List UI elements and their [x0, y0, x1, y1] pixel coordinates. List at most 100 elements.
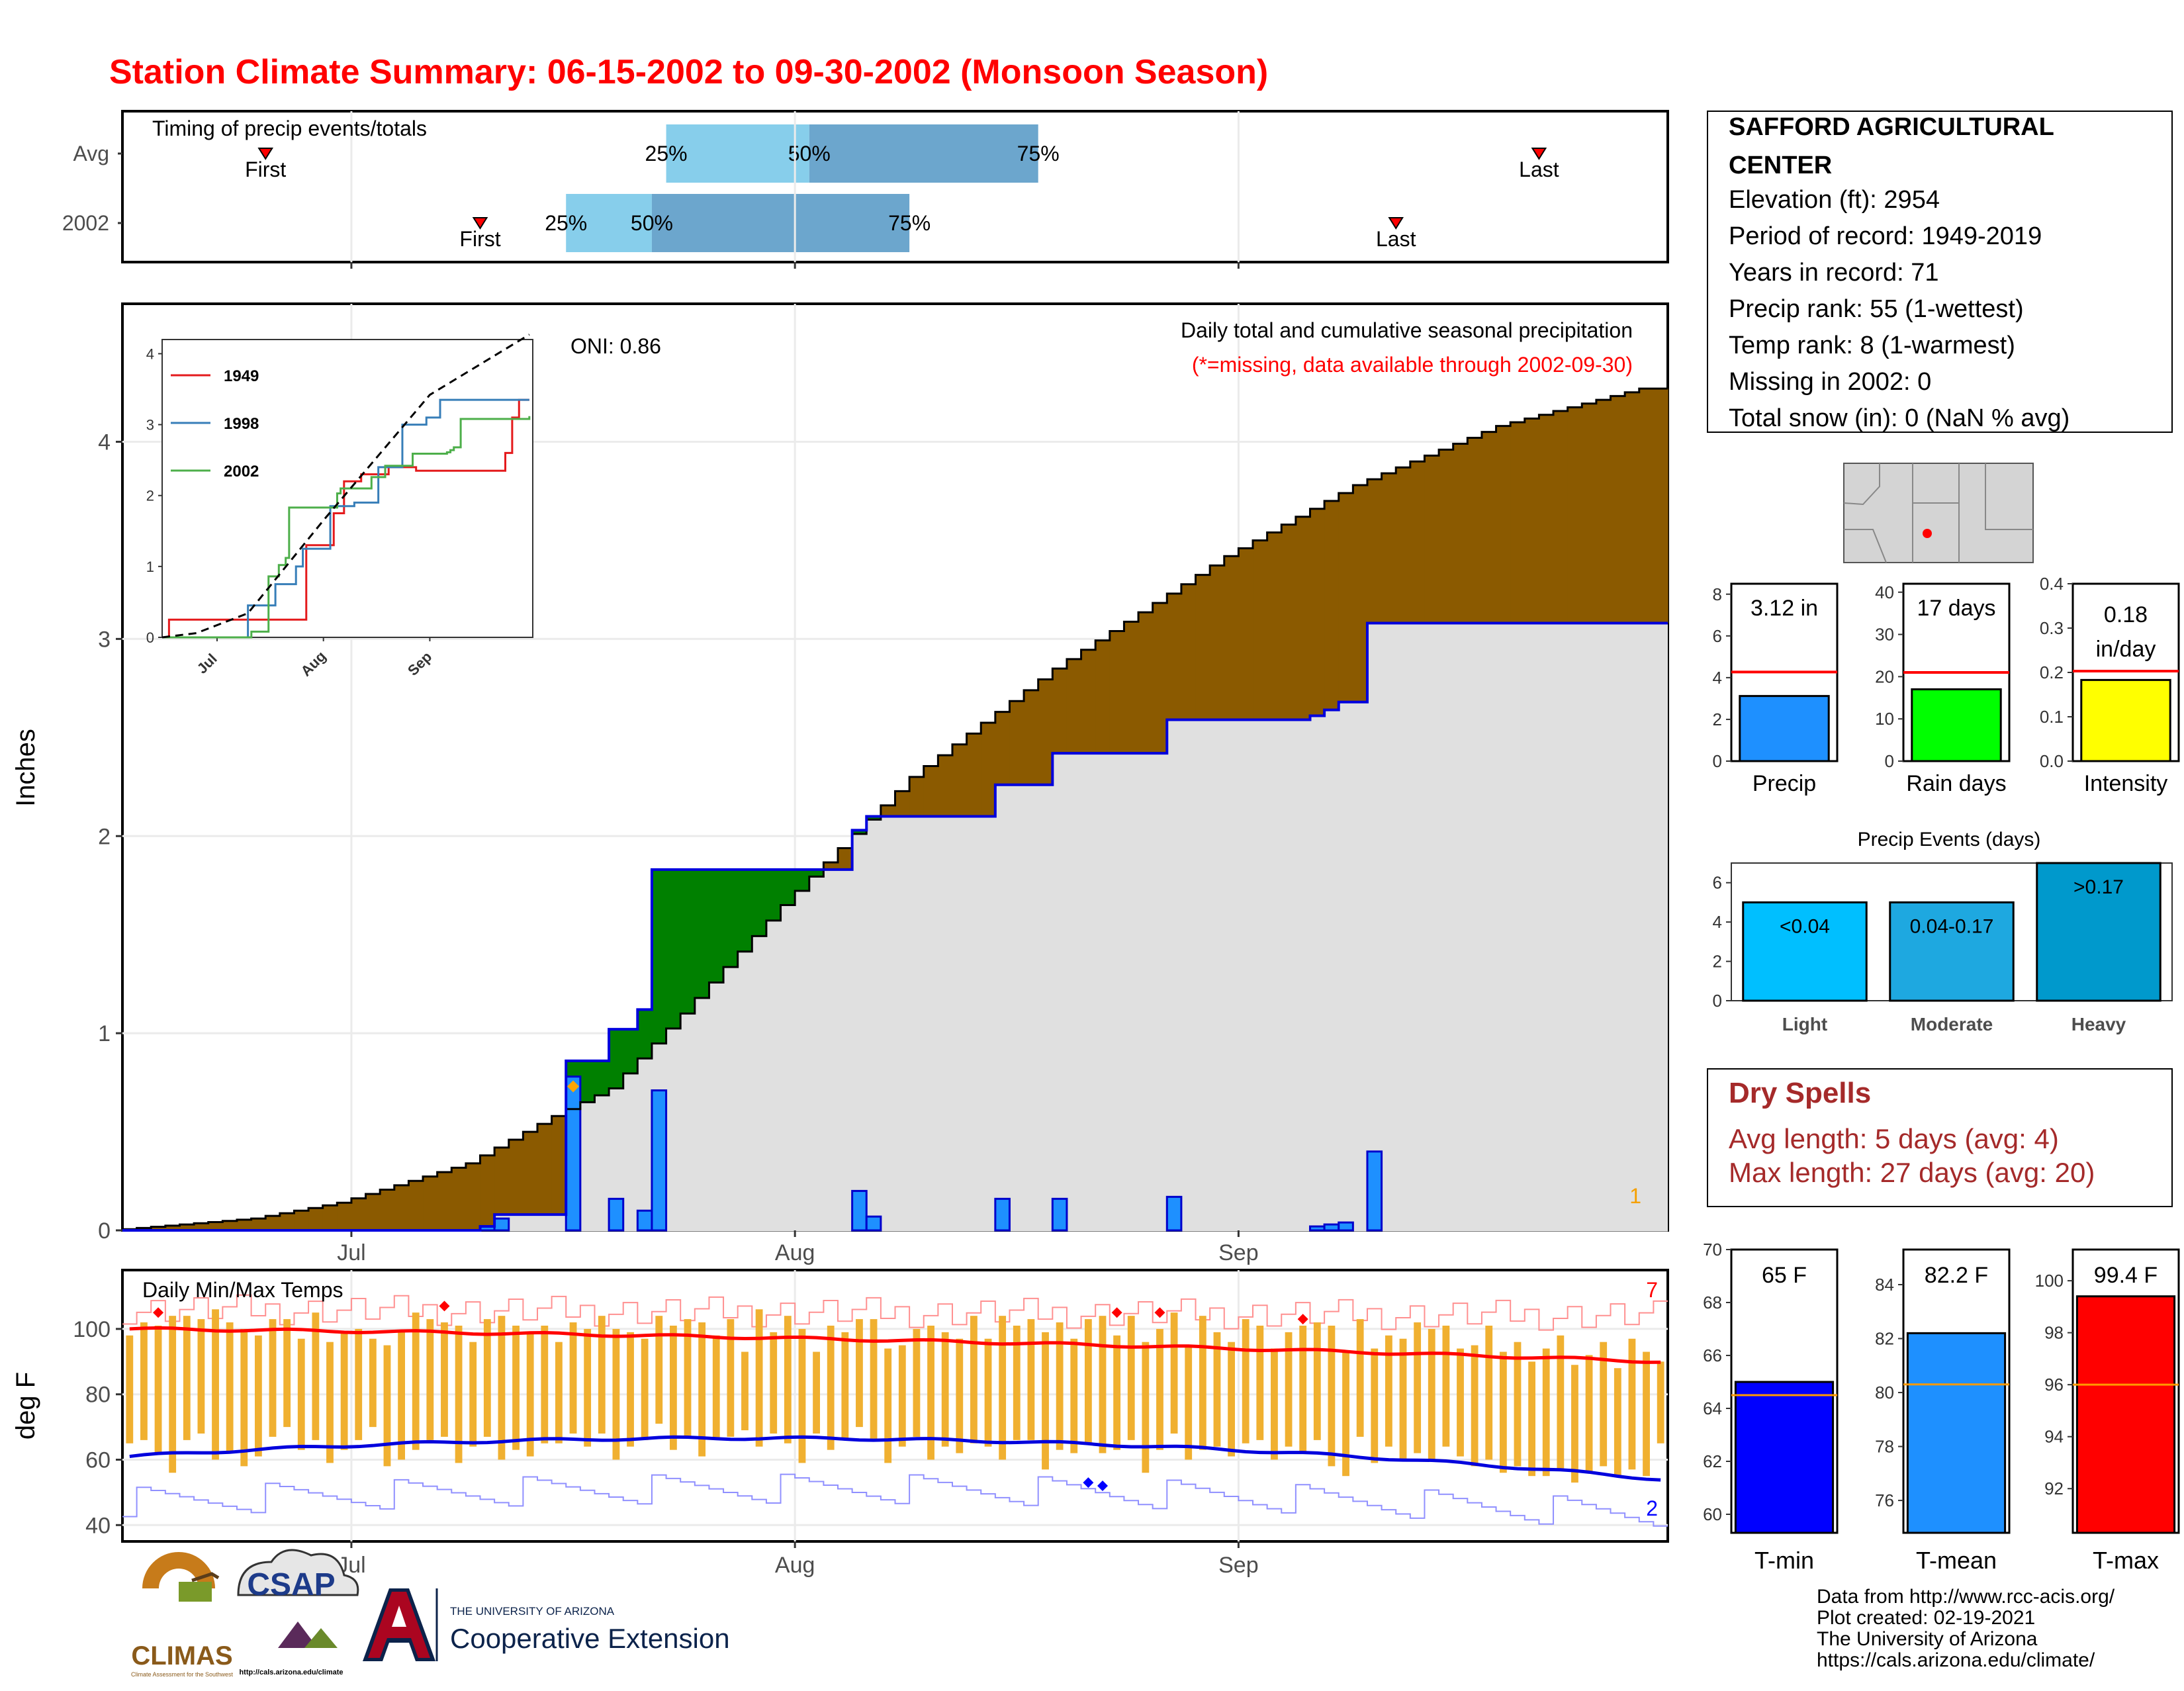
daily-precip-bar — [608, 1197, 625, 1232]
t-bar-value-label: 65 F — [1762, 1263, 1807, 1288]
daily-temp-bar — [1414, 1322, 1422, 1453]
below-average-fill — [294, 1211, 309, 1230]
daily-temp-bar — [1643, 1351, 1650, 1477]
location-map — [1843, 463, 2034, 563]
above-average-fill — [680, 869, 696, 1014]
daily-temp-bar — [469, 1342, 477, 1447]
below-average-fill — [1195, 574, 1210, 720]
above-average-fill — [766, 869, 782, 921]
events-bar-label: 0.04-0.17 — [1910, 915, 1994, 937]
daily-temp-bar — [941, 1332, 949, 1447]
events-ytick-label: 2 — [1713, 952, 1722, 972]
record-min-line — [122, 1473, 1668, 1527]
below-average-fill — [408, 1181, 424, 1230]
daily-temp-bar — [1256, 1325, 1264, 1440]
climas-logo-subtext: Climate Assessment for the Southwest — [131, 1671, 234, 1678]
daily-temp-bar — [212, 1309, 219, 1460]
csap-logo: CSAP http://cals.arizona.edu/climate — [237, 1549, 359, 1676]
small-bar-ytick-label: 0.1 — [2040, 707, 2064, 727]
daily-temp-bar — [140, 1322, 148, 1440]
daily-temp-bar — [984, 1338, 992, 1447]
rain-days-category: Rain days — [1906, 771, 2006, 796]
daily-temp-bar — [1485, 1325, 1493, 1460]
dry-spells-avg: Avg length: 5 days (avg: 4) — [1729, 1123, 2059, 1154]
small-bar-ytick-label: 2 — [1713, 709, 1722, 729]
below-average-fill — [1381, 473, 1396, 623]
daily-temp-bar — [355, 1328, 363, 1440]
below-average-fill — [1553, 411, 1569, 623]
below-average-fill — [1596, 400, 1612, 623]
daily-temp-bar — [970, 1316, 978, 1443]
precip-total-category: Precip — [1752, 771, 1816, 796]
t-bar-value — [2075, 1295, 2176, 1534]
timing-first-label: First — [459, 227, 500, 251]
daily-temp-bar — [1614, 1368, 1621, 1477]
daily-temp-bar — [1528, 1361, 1536, 1477]
inset-ytick-label: 4 — [146, 345, 154, 362]
above-average-fill — [580, 1060, 596, 1103]
timing-bar-50-75 — [809, 124, 1038, 183]
below-average-fill — [923, 766, 938, 817]
below-average-fill — [1167, 593, 1182, 720]
below-average-fill — [551, 1116, 567, 1215]
daily-temp-bar — [483, 1319, 491, 1437]
daily-temp-bar — [569, 1322, 577, 1434]
daily-temp-bar — [712, 1335, 720, 1440]
daily-precip-bar — [1051, 1197, 1068, 1232]
precip-ytick-label: 2 — [98, 824, 111, 849]
daily-temp-bar — [1242, 1319, 1250, 1443]
below-average-fill — [1539, 414, 1554, 623]
seasonal-temperature-bars: 60 62 64 66 68 70 65 F T-min 76 78 80 82 84 82.2 F T-m… — [1703, 1240, 2180, 1574]
intensity-label: 0.18 — [2104, 602, 2148, 627]
above-average-fill — [780, 869, 796, 905]
below-average-fill — [1295, 516, 1311, 720]
below-average-fill — [1253, 540, 1268, 720]
below-average-fill — [1481, 432, 1497, 623]
average-cumulative-line — [122, 387, 1668, 1230]
precip-main-chart: 0 1 2 3 4 Jul Aug Sep Daily total and cumulativ… — [11, 302, 1669, 1265]
daily-temp-bar — [412, 1312, 420, 1450]
precip-events-title: Precip Events (days) — [1858, 829, 2041, 850]
below-average-fill — [1109, 631, 1125, 754]
record-min-marker — [1083, 1477, 1094, 1488]
below-average-fill — [1009, 701, 1024, 785]
rain-days-label: 17 days — [1917, 596, 1995, 621]
below-average-fill — [938, 755, 953, 817]
below-average-fill — [1081, 649, 1096, 754]
daily-temp-bar — [297, 1338, 305, 1450]
below-average-fill — [365, 1194, 381, 1230]
daily-temp-bar — [584, 1328, 592, 1447]
daily-temp-bar — [1170, 1312, 1178, 1434]
daily-temp-bar — [1499, 1351, 1507, 1473]
station-info-line: Years in record: 71 — [1729, 259, 1939, 287]
dry-spells-panel: Dry Spells Avg length: 5 days (avg: 4) M… — [1707, 1068, 2173, 1207]
inset-series-1949 — [162, 398, 529, 639]
temp-ytick-label: 80 — [85, 1383, 111, 1408]
daily-temp-bar — [612, 1328, 620, 1460]
above-average-fill — [651, 869, 667, 1044]
ua-logo-small-text: THE UNIVERSITY OF ARIZONA — [450, 1605, 615, 1618]
precip-corner-note: 1 — [1629, 1184, 1641, 1208]
daily-temp-bar — [1042, 1332, 1049, 1470]
t-bar-ytick-label: 76 — [1875, 1490, 1894, 1510]
small-bar-ytick-label: 0.2 — [2040, 663, 2064, 682]
footer-line-3: The University of Arizona — [1817, 1628, 2038, 1650]
below-average-fill — [1095, 640, 1111, 754]
precip-ytick-label: 1 — [98, 1021, 111, 1046]
below-average-fill — [236, 1219, 252, 1230]
daily-temp-bar — [1457, 1348, 1464, 1457]
footer-line-4: https://cals.arizona.edu/climate/ — [1817, 1649, 2095, 1671]
timing-bar-25-50 — [566, 194, 652, 252]
small-bar-ytick-label: 4 — [1713, 668, 1722, 688]
csap-logo-text: CSAP — [247, 1567, 335, 1602]
daily-temp-bar — [841, 1332, 849, 1440]
t-bar-ytick-label: 70 — [1703, 1240, 1722, 1259]
below-average-fill — [523, 1132, 538, 1215]
station-info-line: Missing in 2002: 0 — [1729, 368, 1931, 396]
below-average-fill — [1510, 422, 1525, 623]
daily-temp-bar — [1657, 1361, 1664, 1443]
above-average-fill — [594, 1060, 610, 1095]
below-average-fill — [1367, 479, 1383, 623]
daily-temp-bar — [283, 1319, 291, 1428]
daily-temp-bar — [240, 1328, 248, 1467]
